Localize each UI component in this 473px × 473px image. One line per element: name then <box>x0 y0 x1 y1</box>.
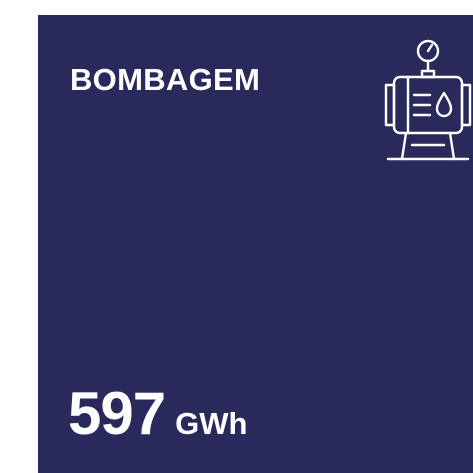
metric-value: 597 <box>68 380 166 447</box>
metric: 597 GWh <box>68 379 247 448</box>
metric-unit: GWh <box>175 406 248 441</box>
card-title: BOMBAGEM <box>70 62 261 97</box>
card: BOMBAGEM 597 GWh <box>38 15 473 473</box>
pump-icon <box>384 39 472 161</box>
